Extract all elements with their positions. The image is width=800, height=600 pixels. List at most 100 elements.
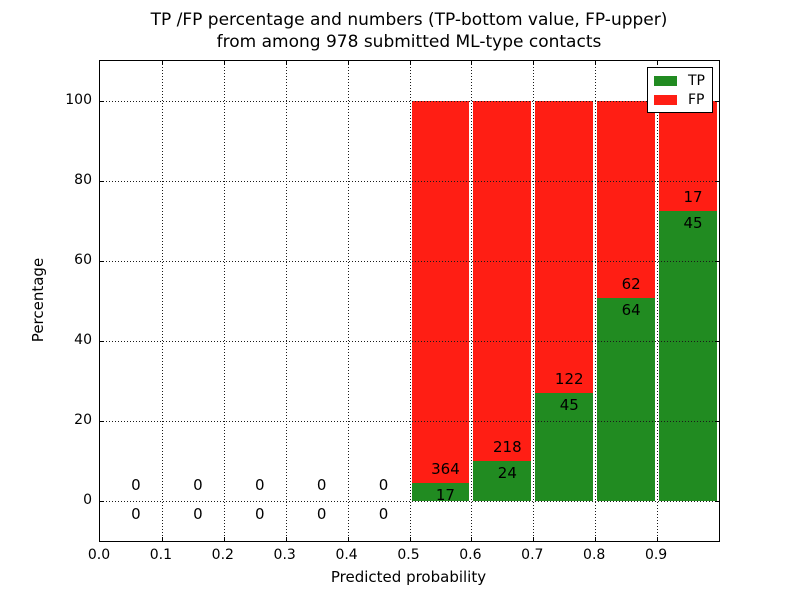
tick-mark (409, 61, 411, 65)
y-tick-label: 80 (74, 172, 92, 188)
tp-count-label: 17 (435, 486, 455, 504)
y-tick-label: 40 (74, 332, 92, 348)
fp-count-label: 218 (493, 438, 522, 457)
grid-line-y (100, 341, 719, 342)
x-tick-label: 0.8 (583, 547, 606, 563)
grid-line-y (100, 101, 719, 102)
tp-count-label: 0 (254, 505, 265, 523)
x-tick-label: 0.9 (644, 547, 668, 563)
tick-mark (285, 537, 287, 541)
fp-count-label: 0 (378, 476, 389, 494)
legend-entry-fp: FP (654, 93, 706, 107)
tick-mark (409, 537, 411, 541)
bar-tp (659, 210, 717, 501)
grid-line-x (409, 61, 411, 541)
x-tick-label: 0.7 (521, 547, 544, 563)
tick-mark (595, 61, 597, 65)
legend: TP FP (647, 67, 713, 113)
bar-fp (597, 101, 656, 298)
fp-swatch-icon (654, 94, 677, 105)
x-tick-label: 0.5 (397, 547, 420, 563)
tick-mark (533, 61, 535, 65)
fp-count-label: 0 (193, 476, 203, 494)
tp-count-label: 0 (378, 505, 389, 523)
tick-mark (533, 537, 535, 541)
tick-mark (657, 61, 659, 65)
grid-line-x (285, 61, 287, 541)
fp-count-label: 62 (621, 274, 641, 293)
tp-swatch-icon (654, 75, 677, 86)
legend-entry-tp: TP (654, 74, 706, 88)
bar-tp (411, 483, 470, 501)
legend-label-fp: FP (688, 91, 705, 108)
tp-count-label: 45 (683, 213, 703, 232)
tick-mark (161, 537, 163, 541)
grid-line-y (100, 261, 719, 262)
grid-line-y (100, 421, 719, 422)
grid-line-x (471, 61, 473, 541)
x-tick-label: 0.1 (149, 547, 173, 563)
tick-mark (100, 501, 104, 502)
chart-title-line2: from among 978 submitted ML-type contact… (216, 32, 602, 52)
tick-mark (347, 61, 349, 65)
tick-mark (347, 537, 349, 541)
legend-label-tp: TP (688, 72, 705, 89)
tick-mark (285, 61, 287, 65)
grid-line-x (595, 61, 597, 541)
bar-fp (473, 101, 532, 462)
y-tick-label: 60 (74, 252, 92, 268)
tick-mark (100, 261, 104, 262)
tick-mark (715, 101, 719, 102)
tick-mark (161, 61, 163, 65)
bar-fp (659, 101, 717, 211)
x-tick-label: 0.3 (273, 547, 296, 563)
tick-mark (223, 61, 225, 65)
tick-mark (657, 537, 659, 541)
grid-line-x (223, 61, 225, 541)
tick-mark (223, 537, 225, 541)
tick-mark (471, 61, 473, 65)
x-tick-label: 0.2 (211, 547, 234, 563)
grid-line-y (100, 501, 719, 502)
tick-mark (715, 341, 719, 342)
plot-area: 0 0 0 0 0 0 0 0 0 0 364 17 218 24 122 45 62 64 17 45 (99, 60, 720, 542)
tick-mark (715, 421, 719, 422)
tp-count-label: 0 (193, 505, 203, 523)
bar-fp (411, 101, 470, 483)
grid-line-x (161, 61, 163, 541)
bar-tp (597, 297, 656, 501)
grid-line-x (347, 61, 349, 541)
fp-count-label: 0 (316, 476, 327, 494)
bar-fp (535, 101, 594, 394)
x-axis-label: Predicted probability (330, 568, 487, 586)
tick-mark (715, 181, 719, 182)
x-tick-label: 0.0 (87, 547, 111, 563)
tick-mark (715, 501, 719, 502)
x-tick-label: 0.4 (335, 547, 358, 563)
grid-line-x (533, 61, 535, 541)
tp-count-label: 24 (497, 464, 517, 483)
tick-mark (100, 181, 104, 182)
tick-mark (100, 421, 104, 422)
tick-mark (471, 537, 473, 541)
tick-mark (595, 537, 597, 541)
fp-count-label: 0 (131, 476, 141, 494)
tp-count-label: 64 (621, 300, 641, 319)
x-tick-label: 0.6 (459, 547, 482, 563)
chart-title-line1: TP /FP percentage and numbers (TP-bottom… (150, 10, 668, 30)
fp-count-label: 122 (554, 370, 584, 389)
chart-title: TP /FP percentage and numbers (TP-bottom… (99, 9, 719, 53)
bar-tp (535, 393, 594, 501)
y-tick-label: 0 (83, 492, 92, 508)
y-axis-label: Percentage (29, 257, 47, 343)
fp-count-label: 364 (431, 460, 460, 478)
grid-line-y (100, 181, 719, 182)
tick-mark (715, 261, 719, 262)
tick-mark (100, 101, 104, 102)
tp-count-label: 0 (316, 505, 327, 523)
tp-count-label: 45 (559, 396, 579, 415)
fp-count-label: 0 (254, 476, 265, 494)
y-tick-label: 100 (65, 92, 92, 108)
tick-mark (100, 341, 104, 342)
